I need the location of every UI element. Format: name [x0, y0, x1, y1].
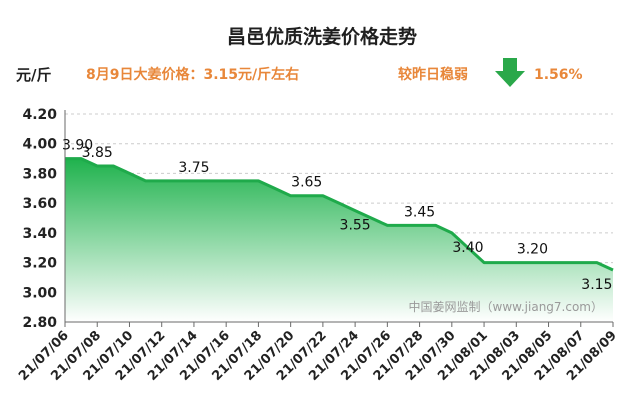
y-tick-label: 3.60 [22, 196, 57, 212]
data-label: 3.20 [517, 242, 548, 258]
y-tick-label: 3.80 [22, 166, 57, 182]
y-tick-label: 3.40 [22, 226, 57, 242]
price-line [65, 157, 614, 272]
trend-label: 较昨日稳弱 [398, 66, 468, 83]
x-axis-ticks: 21/07/0621/07/0821/07/1021/07/1221/07/14… [16, 322, 620, 384]
data-label: 3.75 [178, 160, 209, 176]
data-label: 3.65 [291, 175, 322, 191]
down-arrow-icon [495, 58, 525, 87]
y-tick-label: 2.80 [22, 315, 57, 331]
unit-label: 元/斤 [16, 66, 51, 84]
watermark: 中国姜网监制（www.jiang7.com） [409, 299, 603, 314]
data-label: 3.55 [340, 218, 371, 234]
trend-value: 1.56% [534, 67, 583, 83]
y-axis-tick-labels: 2.80 3.00 3.20 3.40 3.60 3.80 4.00 4.20 [22, 107, 57, 331]
y-tick-label: 4.20 [22, 107, 57, 123]
data-label: 3.90 [62, 138, 93, 154]
data-label: 3.15 [581, 277, 612, 293]
y-tick-label: 4.00 [22, 137, 57, 153]
price-note: 8月9日大姜价格：3.15元/斤左右 [86, 66, 299, 83]
y-tick-label: 3.00 [22, 285, 57, 301]
data-labels: 3.903.85 3.75 3.65 3.55 3.45 3.40 3.20 3.15 [62, 138, 612, 293]
data-label: 3.85 [82, 145, 113, 161]
data-label: 3.45 [404, 204, 435, 220]
y-tick-label: 3.20 [22, 256, 57, 272]
data-label: 3.40 [452, 240, 483, 256]
chart-title: 昌邑优质洗姜价格走势 [227, 25, 417, 48]
price-area [65, 158, 613, 322]
